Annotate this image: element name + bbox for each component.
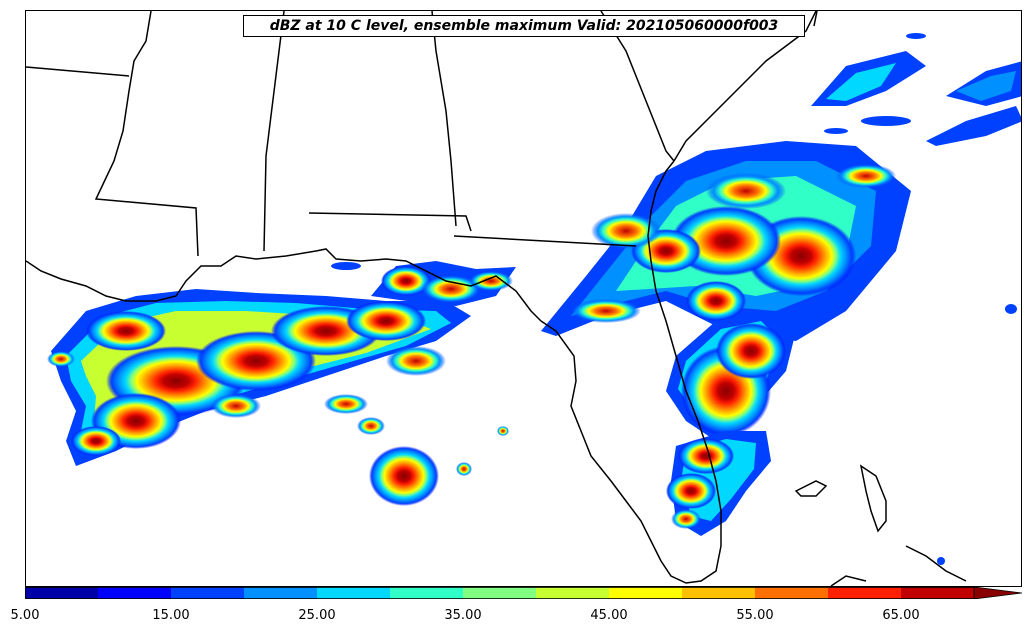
- colorbar-segment: [98, 587, 172, 599]
- keys-outline: [830, 575, 867, 586]
- state-border-top: [813, 11, 818, 27]
- colorbar-segment: [390, 587, 464, 599]
- radar-echoes: [47, 33, 1021, 565]
- colorbar-tick-label: 55.00: [736, 608, 774, 623]
- colorbar-tick-label: 45.00: [590, 608, 628, 623]
- map-boundaries: [26, 11, 967, 586]
- colorbar-segment: [609, 587, 683, 599]
- map-frame: [25, 10, 1022, 587]
- colorbar-segment: [901, 587, 975, 599]
- state-border-ms-al: [263, 11, 285, 252]
- colorbar-segment: [536, 587, 610, 599]
- colorbar-tick-label: 35.00: [444, 608, 482, 623]
- state-border-al-ga: [431, 11, 457, 227]
- colorbar-tick-label: 5.00: [10, 608, 40, 623]
- coast-gulf: [26, 248, 542, 322]
- colorbar-segment: [828, 587, 902, 599]
- colorbar-segment: [244, 587, 318, 599]
- state-border-ms-north: [26, 66, 130, 77]
- state-border-ga-sc: [600, 11, 675, 162]
- colorbar-tick-label: 15.00: [152, 608, 190, 623]
- cuba-outline: [905, 545, 967, 582]
- colorbar-segment: [463, 587, 537, 599]
- state-border-ms-la: [94, 11, 199, 257]
- map-title: dBZ at 10 C level, ensemble maximum Vali…: [243, 15, 805, 37]
- state-border-al-fl: [308, 212, 472, 232]
- bahamas-outline: [794, 480, 828, 497]
- map-canvas: [26, 11, 1021, 586]
- state-border-ga-fl: [453, 235, 637, 247]
- colorbar-tick-label: 25.00: [298, 608, 336, 623]
- colorbar-segment: [317, 587, 391, 599]
- coast-florida-east: [647, 160, 722, 546]
- colorbar-segment: [25, 587, 99, 599]
- bahamas-outline-2: [859, 464, 887, 533]
- colorbar-extend-arrow: [973, 587, 1022, 599]
- coast-florida-west: [540, 320, 722, 584]
- colorbar-segment: [755, 587, 829, 599]
- colorbar-segment: [171, 587, 245, 599]
- colorbar: [25, 587, 1022, 599]
- colorbar-tick-label: 65.00: [882, 608, 920, 623]
- colorbar-segment: [682, 587, 756, 599]
